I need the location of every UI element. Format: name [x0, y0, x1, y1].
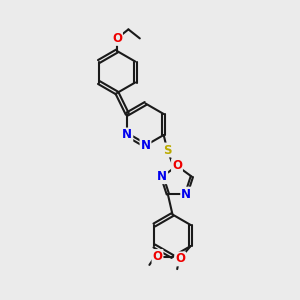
- Text: O: O: [112, 32, 122, 45]
- Text: N: N: [122, 128, 132, 142]
- Text: N: N: [181, 188, 191, 201]
- Text: N: N: [140, 139, 151, 152]
- Text: O: O: [175, 252, 185, 266]
- Text: O: O: [152, 250, 163, 263]
- Text: O: O: [172, 159, 182, 172]
- Text: S: S: [163, 143, 172, 157]
- Text: N: N: [157, 170, 167, 183]
